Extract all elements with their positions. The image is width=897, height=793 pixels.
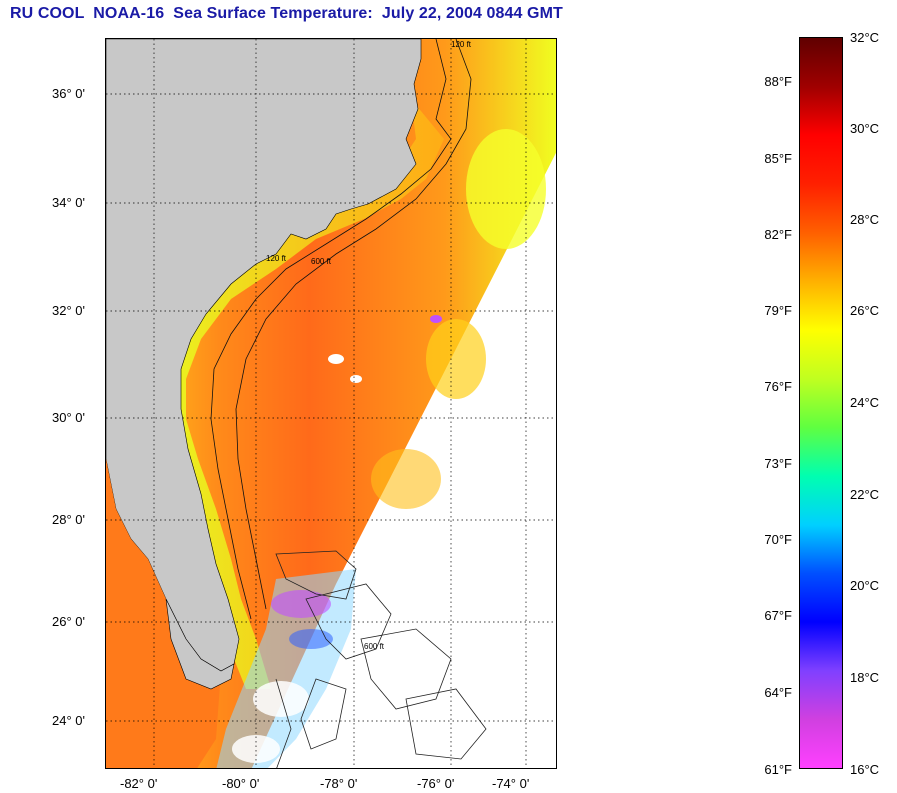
cool-patch — [466, 129, 546, 249]
lat-label: 24° 0' — [52, 713, 85, 728]
colorbar-fahrenheit-label: 82°F — [764, 227, 792, 242]
isobaths — [210, 39, 472, 620]
cool-patch — [371, 449, 441, 509]
cloud-magenta — [271, 590, 331, 618]
colorbar-celsius-label: 22°C — [850, 487, 880, 502]
cloud-white — [253, 681, 309, 717]
contour-label: 120 ft — [451, 40, 472, 49]
colorbar-fahrenheit-label: 88°F — [764, 74, 792, 89]
cloud-magenta — [430, 315, 442, 323]
sst-map: 120 ft 600 ft 120 ft 600 ft — [105, 38, 557, 769]
lat-label: 32° 0' — [52, 303, 85, 318]
colorbar-fahrenheit-label: 79°F — [764, 303, 792, 318]
colorbar-fahrenheit-label: 76°F — [764, 379, 792, 394]
lat-label: 30° 0' — [52, 410, 85, 425]
contour-label: 600 ft — [364, 642, 385, 651]
colorbar-celsius-label: 20°C — [850, 578, 880, 593]
cloud-white — [328, 354, 344, 364]
cloud-white — [350, 375, 362, 383]
colorbar-fahrenheit-label: 73°F — [764, 456, 792, 471]
lon-label: -78° 0' — [320, 776, 358, 791]
sst-map-canvas: 120 ft 600 ft 120 ft 600 ft — [106, 39, 556, 768]
bahamas-contours — [275, 550, 487, 768]
lon-label: -74° 0' — [492, 776, 530, 791]
colorbar-celsius-label: 16°C — [850, 762, 880, 777]
colorbar-celsius-label: 18°C — [850, 670, 880, 685]
cloud-region — [216, 569, 356, 768]
lat-label: 28° 0' — [52, 512, 85, 527]
colorbar-fahrenheit-label: 85°F — [764, 151, 792, 166]
colorbar-fahrenheit-label: 61°F — [764, 762, 792, 777]
map-title: RU COOL NOAA-16 Sea Surface Temperature:… — [10, 5, 563, 22]
lat-label: 26° 0' — [52, 614, 85, 629]
colorbar-celsius-label: 32°C — [850, 30, 880, 45]
cloud-white — [232, 735, 280, 763]
gulf-sea — [106, 459, 221, 768]
colorbar-celsius-label: 30°C — [850, 121, 880, 136]
lon-label: -82° 0' — [120, 776, 158, 791]
colorbar-celsius-label: 28°C — [850, 212, 880, 227]
temperature-colorbar — [799, 37, 843, 769]
colorbar-fahrenheit-label: 70°F — [764, 532, 792, 547]
contour-label: 120 ft — [266, 254, 287, 263]
graticule — [106, 39, 556, 768]
colorbar-celsius-label: 24°C — [850, 395, 880, 410]
contour-label: 600 ft — [311, 257, 332, 266]
cloud-blue — [289, 629, 333, 649]
lat-label: 34° 0' — [52, 195, 85, 210]
land-florida-tip — [165, 598, 235, 690]
lon-label: -80° 0' — [222, 776, 260, 791]
cool-patch — [426, 319, 486, 399]
colorbar-fahrenheit-label: 64°F — [764, 685, 792, 700]
lon-label: -76° 0' — [417, 776, 455, 791]
colorbar-fahrenheit-label: 67°F — [764, 608, 792, 623]
colorbar-celsius-label: 26°C — [850, 303, 880, 318]
lat-label: 36° 0' — [52, 86, 85, 101]
